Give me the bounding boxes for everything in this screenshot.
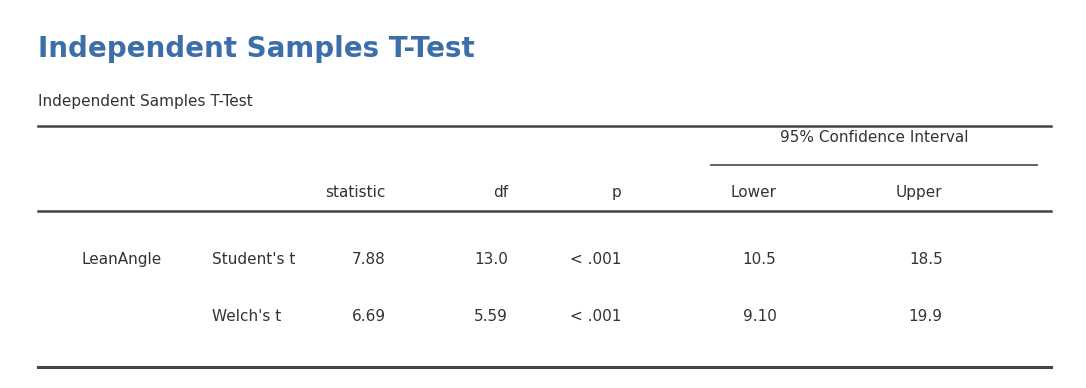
Text: < .001: < .001 <box>570 253 621 267</box>
Text: df: df <box>493 185 508 199</box>
Text: Welch's t: Welch's t <box>212 309 281 324</box>
Text: statistic: statistic <box>325 185 386 199</box>
Text: 13.0: 13.0 <box>475 253 508 267</box>
Text: Independent Samples T-Test: Independent Samples T-Test <box>38 35 475 63</box>
Text: 7.88: 7.88 <box>352 253 386 267</box>
Text: 18.5: 18.5 <box>909 253 943 267</box>
Text: 95% Confidence Interval: 95% Confidence Interval <box>780 130 969 146</box>
Text: 5.59: 5.59 <box>475 309 508 324</box>
Text: 10.5: 10.5 <box>743 253 776 267</box>
Text: Independent Samples T-Test: Independent Samples T-Test <box>38 94 253 109</box>
Text: LeanAngle: LeanAngle <box>81 253 162 267</box>
Text: < .001: < .001 <box>570 309 621 324</box>
Text: Upper: Upper <box>896 185 943 199</box>
Text: 19.9: 19.9 <box>909 309 943 324</box>
Text: 9.10: 9.10 <box>743 309 776 324</box>
Text: Student's t: Student's t <box>212 253 295 267</box>
Text: p: p <box>611 185 621 199</box>
Text: Lower: Lower <box>731 185 776 199</box>
Text: 6.69: 6.69 <box>352 309 386 324</box>
